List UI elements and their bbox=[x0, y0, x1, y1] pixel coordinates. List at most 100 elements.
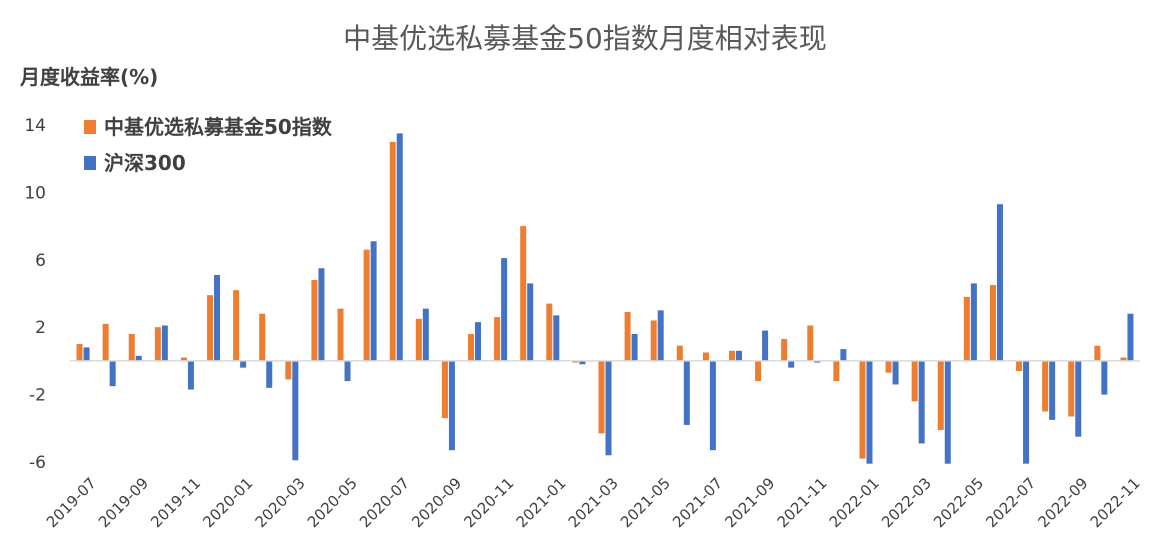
bar bbox=[1094, 345, 1101, 361]
bar bbox=[702, 352, 709, 361]
bar bbox=[448, 360, 455, 451]
x-tick-label: 2020-03 bbox=[252, 474, 309, 531]
x-tick-label: 2019-09 bbox=[95, 474, 152, 531]
bar bbox=[963, 296, 970, 361]
bar bbox=[866, 360, 873, 464]
bar bbox=[109, 360, 116, 387]
bar bbox=[598, 360, 605, 434]
y-tick-label: 10 bbox=[24, 183, 46, 203]
bar bbox=[944, 360, 951, 464]
x-tick-label: 2021-03 bbox=[565, 474, 622, 531]
chart-title: 中基优选私募基金50指数月度相对表现 bbox=[343, 22, 827, 55]
y-tick-label: 14 bbox=[24, 116, 46, 136]
bar bbox=[1042, 360, 1049, 412]
bar bbox=[996, 204, 1003, 361]
bar bbox=[807, 325, 814, 361]
x-tick-label: 2022-01 bbox=[826, 474, 883, 531]
bar bbox=[1101, 360, 1108, 395]
bar bbox=[989, 285, 996, 361]
bar bbox=[441, 360, 448, 419]
bar bbox=[1127, 313, 1134, 361]
x-tick-label: 2021-07 bbox=[669, 474, 726, 531]
bar bbox=[259, 313, 266, 361]
bar bbox=[240, 360, 247, 368]
bar bbox=[1049, 360, 1056, 420]
y-tick-label: 6 bbox=[35, 251, 46, 271]
x-tick-label: 2020-01 bbox=[199, 474, 256, 531]
bar bbox=[102, 323, 109, 361]
bar bbox=[1075, 360, 1082, 437]
bar bbox=[363, 249, 370, 361]
bar bbox=[911, 360, 918, 402]
bar bbox=[755, 360, 762, 382]
bar bbox=[292, 360, 299, 461]
bar bbox=[285, 360, 292, 380]
legend-label: 沪深300 bbox=[104, 151, 186, 175]
bar bbox=[520, 226, 527, 361]
bar bbox=[676, 345, 683, 361]
x-tick-label: 2020-07 bbox=[356, 474, 413, 531]
x-axis-ticks: 2019-072019-092019-112020-012020-032020-… bbox=[43, 474, 1144, 531]
series-csi300 bbox=[83, 133, 1134, 464]
x-tick-label: 2022-09 bbox=[1035, 474, 1092, 531]
legend-label: 中基优选私募基金50指数 bbox=[104, 115, 333, 139]
bar bbox=[833, 360, 840, 382]
bar bbox=[214, 274, 221, 361]
bar bbox=[683, 360, 690, 425]
bar bbox=[631, 333, 638, 361]
bar bbox=[389, 141, 396, 361]
x-tick-label: 2022-07 bbox=[982, 474, 1039, 531]
bar bbox=[1120, 357, 1127, 361]
x-tick-label: 2021-09 bbox=[721, 474, 778, 531]
x-tick-label: 2020-11 bbox=[460, 474, 517, 531]
x-tick-label: 2021-05 bbox=[617, 474, 674, 531]
bar bbox=[937, 360, 944, 430]
bar bbox=[337, 308, 344, 361]
bar bbox=[892, 360, 899, 385]
bar bbox=[840, 349, 847, 361]
bar bbox=[318, 268, 325, 361]
bar bbox=[859, 360, 866, 459]
bar bbox=[422, 308, 429, 361]
x-tick-label: 2021-11 bbox=[774, 474, 831, 531]
x-tick-label: 2020-05 bbox=[304, 474, 361, 531]
x-tick-label: 2022-11 bbox=[1087, 474, 1144, 531]
bar bbox=[501, 258, 508, 361]
y-axis-ticks: 14 10 6 2 -2 -6 bbox=[24, 116, 46, 473]
bar bbox=[546, 303, 553, 361]
y-tick-label: -2 bbox=[29, 386, 46, 406]
bar bbox=[494, 317, 501, 361]
legend-swatch bbox=[84, 120, 96, 134]
bar bbox=[180, 357, 187, 361]
bar bbox=[624, 312, 631, 361]
bar bbox=[735, 350, 742, 361]
bar bbox=[370, 241, 377, 361]
legend-swatch bbox=[84, 156, 96, 170]
bar bbox=[885, 360, 892, 373]
bar bbox=[468, 333, 475, 361]
series-index bbox=[76, 141, 1127, 459]
bar bbox=[728, 350, 735, 361]
y-axis-label: 月度收益率(%) bbox=[19, 65, 158, 89]
bar bbox=[709, 360, 716, 451]
bar bbox=[579, 360, 586, 365]
bar bbox=[788, 360, 795, 368]
x-tick-label: 2021-01 bbox=[513, 474, 570, 531]
bar bbox=[475, 322, 482, 361]
bar bbox=[762, 330, 769, 361]
bar bbox=[76, 344, 83, 361]
bar bbox=[83, 347, 90, 361]
bar bbox=[154, 327, 161, 361]
bars bbox=[76, 133, 1134, 464]
bar bbox=[311, 280, 318, 361]
bar bbox=[1016, 360, 1023, 372]
x-tick-label: 2020-09 bbox=[408, 474, 465, 531]
bar bbox=[657, 310, 664, 361]
bar bbox=[650, 320, 657, 361]
y-tick-label: -6 bbox=[29, 453, 46, 473]
bar bbox=[814, 360, 821, 363]
y-tick-label: 2 bbox=[35, 318, 46, 338]
x-tick-label: 2019-11 bbox=[147, 474, 204, 531]
